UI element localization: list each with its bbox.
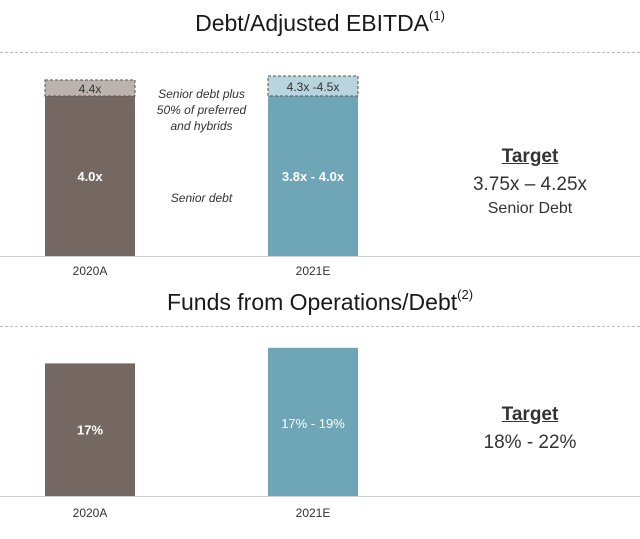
chart1-target: Target 3.75x – 4.25x Senior Debt (440, 146, 620, 218)
data-label-ffo-debt-2021e: 17% - 19% (281, 416, 345, 431)
annotation-senior-plus-line-3: and hybrids (170, 119, 233, 133)
chart1-title-text: Debt/Adjusted EBITDA (195, 10, 430, 36)
chart1-title: Debt/Adjusted EBITDA(1) (0, 8, 640, 37)
chart1-target-value: 3.75x – 4.25x (472, 174, 588, 195)
chart1-baseline (0, 256, 640, 257)
chart1-x-label-2020a: 2020A (72, 264, 108, 278)
chart2-target-heading: Target (501, 404, 559, 425)
chart2-target-value: 18% - 22% (483, 432, 577, 453)
chart1-x-label-2021e: 2021E (295, 264, 331, 278)
chart2-x-label-2020a: 2020A (72, 506, 108, 520)
data-label-senior-debt-2021e: 3.8x - 4.0x (282, 169, 345, 184)
bar-senior-plus-2021e (267, 75, 359, 97)
annotation-senior-plus-line-1: Senior debt plus (158, 87, 245, 101)
chart2-title: Funds from Operations/Debt(2) (0, 287, 640, 316)
chart2-x-label-2021e: 2021E (295, 506, 331, 520)
data-label-senior-plus-2020a: 4.4x (79, 82, 102, 96)
chart2-divider (0, 326, 640, 327)
bar-senior-debt-2020a (45, 96, 135, 256)
chart1-divider (0, 52, 640, 53)
chart1-title-footnote: (1) (429, 8, 445, 24)
data-label-senior-plus-2021e: 4.3x -4.5x (287, 80, 340, 94)
chart1-target-sub: Senior Debt (487, 200, 573, 217)
annotation-senior-plus: Senior debt plus 50% of preferred and hy… (135, 86, 268, 134)
bar-ffo-debt-2021e (268, 347, 358, 496)
data-label-senior-debt-2020a: 4.0x (77, 169, 103, 184)
chart2-baseline (0, 496, 640, 497)
chart2-target: Target 18% - 22% (440, 404, 620, 454)
chart2-title-text: Funds from Operations/Debt (166, 289, 458, 315)
annotation-senior: Senior debt (170, 191, 233, 205)
data-label-ffo-debt-2020a: 17% (77, 423, 103, 438)
bar-senior-debt-2021e (268, 96, 358, 256)
chart1-target-heading: Target (501, 146, 559, 167)
bar-senior-plus-2020a (44, 79, 136, 97)
chart2-title-footnote: (2) (457, 287, 474, 303)
bar-ffo-debt-2020a (45, 363, 135, 496)
annotation-senior-plus-line-2: 50% of preferred (156, 103, 247, 117)
